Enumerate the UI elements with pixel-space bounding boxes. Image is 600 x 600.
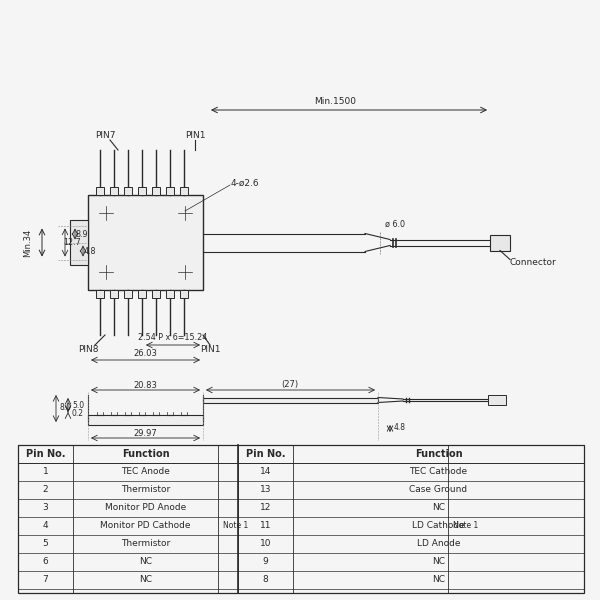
Text: 4: 4	[43, 521, 49, 530]
Text: Thermistor: Thermistor	[121, 485, 170, 494]
Text: 3: 3	[43, 503, 49, 512]
Text: Monitor PD Cathode: Monitor PD Cathode	[100, 521, 191, 530]
Text: Function: Function	[122, 449, 169, 459]
Text: 4.8: 4.8	[84, 247, 96, 256]
Text: Note 1: Note 1	[453, 521, 478, 530]
Bar	[488, 395, 506, 405]
Text: NC: NC	[432, 557, 445, 566]
Text: 2.54 P x 6=15.24: 2.54 P x 6=15.24	[139, 332, 208, 341]
Bar	[96, 290, 104, 298]
Text: 9: 9	[263, 557, 268, 566]
Bar	[152, 187, 160, 195]
Bar	[138, 187, 146, 195]
Bar	[18, 445, 584, 593]
Text: 8.9: 8.9	[76, 230, 88, 239]
Text: 10: 10	[260, 539, 271, 548]
Text: PIN1: PIN1	[185, 130, 205, 139]
Text: Function: Function	[415, 449, 463, 459]
Bar	[96, 187, 104, 195]
Text: 4.8: 4.8	[394, 424, 406, 433]
Bar	[124, 290, 132, 298]
Text: NC: NC	[432, 503, 445, 512]
Bar	[110, 290, 118, 298]
Text: 8: 8	[263, 575, 268, 584]
Text: 8.0: 8.0	[60, 403, 72, 413]
Bar	[166, 290, 174, 298]
Text: TEC Cathode: TEC Cathode	[409, 467, 467, 476]
Bar	[152, 290, 160, 298]
Bar	[203, 397, 378, 403]
Bar	[124, 187, 132, 195]
Text: ø 6.0: ø 6.0	[385, 220, 405, 229]
Text: TEC Anode: TEC Anode	[121, 467, 170, 476]
Text: LD Anode: LD Anode	[417, 539, 460, 548]
Text: Pin No.: Pin No.	[26, 449, 65, 459]
Text: 20.83: 20.83	[133, 380, 157, 389]
Bar	[166, 187, 174, 195]
Text: NC: NC	[432, 575, 445, 584]
Text: 13: 13	[260, 485, 271, 494]
Text: 29.97: 29.97	[133, 428, 157, 437]
Bar	[110, 187, 118, 195]
Bar	[490, 235, 510, 251]
Bar	[138, 290, 146, 298]
Text: Connector: Connector	[510, 258, 557, 267]
Text: Pin No.: Pin No.	[246, 449, 285, 459]
Text: 26.03: 26.03	[134, 349, 157, 358]
Text: Min.1500: Min.1500	[314, 97, 356, 107]
Text: NC: NC	[139, 557, 152, 566]
Bar	[18, 445, 584, 463]
Text: 2: 2	[43, 485, 49, 494]
Text: 12.7: 12.7	[63, 238, 81, 247]
Text: 4-ø2.6: 4-ø2.6	[230, 179, 259, 187]
Text: PIN7: PIN7	[95, 130, 115, 139]
Text: PIN8: PIN8	[78, 346, 98, 355]
Text: 7: 7	[43, 575, 49, 584]
Text: Monitor PD Anode: Monitor PD Anode	[105, 503, 186, 512]
Text: Case Ground: Case Ground	[409, 485, 467, 494]
Bar	[70, 220, 88, 265]
Bar	[88, 195, 203, 290]
Text: 11: 11	[260, 521, 271, 530]
Text: 14: 14	[260, 467, 271, 476]
Text: PIN1: PIN1	[200, 346, 220, 355]
Text: 5.0: 5.0	[72, 401, 84, 409]
Text: Thermistor: Thermistor	[121, 539, 170, 548]
Text: 6: 6	[43, 557, 49, 566]
Text: LD Cathode: LD Cathode	[412, 521, 465, 530]
Text: 12: 12	[260, 503, 271, 512]
Bar	[180, 187, 188, 195]
Bar	[180, 290, 188, 298]
Text: 5: 5	[43, 539, 49, 548]
Text: Min.34: Min.34	[23, 229, 32, 257]
Bar	[88, 415, 203, 425]
Text: 0.2: 0.2	[72, 409, 84, 418]
Text: NC: NC	[139, 575, 152, 584]
Text: (27): (27)	[281, 380, 299, 389]
Text: Note 1: Note 1	[223, 521, 248, 530]
Text: 1: 1	[43, 467, 49, 476]
